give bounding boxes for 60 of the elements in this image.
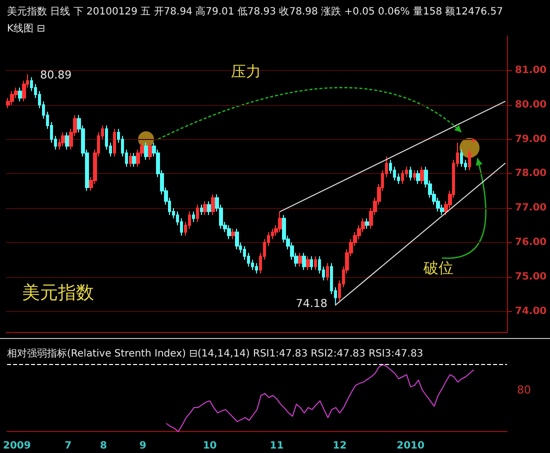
y-tick-label: 76.00 [515, 237, 547, 248]
candlestick [235, 228, 239, 250]
candlestick [306, 256, 310, 271]
annotation: 美元指数 [22, 282, 94, 304]
candlestick [314, 256, 317, 271]
x-tick-label: 9 [139, 440, 146, 452]
candlestick [416, 170, 420, 184]
candlestick [203, 200, 207, 216]
x-tick-label: 2010 [396, 440, 425, 452]
candlestick [298, 252, 302, 268]
candlestick [231, 228, 235, 240]
candlestick [460, 149, 463, 168]
y-tick-label: 77.00 [515, 202, 547, 214]
candlestick [468, 149, 471, 171]
x-tick-label: 7 [64, 440, 72, 452]
y-tick-label: 80.00 [515, 99, 547, 110]
annotation: 80.89 [40, 68, 72, 82]
candlestick [302, 252, 306, 271]
candlestick [148, 142, 152, 160]
annotation: 破位 [422, 258, 454, 277]
x-tick-label: 8 [100, 440, 108, 452]
candlestick [10, 90, 14, 106]
candlestick [326, 262, 329, 281]
y-tick-label: 78.00 [515, 168, 547, 180]
candlestick [207, 200, 211, 216]
candlestick [211, 194, 215, 216]
candlestick [413, 170, 416, 182]
chart-subtitle: K线图 ⊟ [7, 22, 46, 34]
candlestick [278, 211, 282, 233]
candlestick [409, 166, 412, 182]
candlestick [65, 132, 69, 150]
x-tick-label: 2009 [2, 440, 31, 452]
candlestick [132, 152, 136, 168]
annotation: 74.18 [296, 297, 328, 310]
chart-title: 美元指数 日线 下 20100129 五 开78.94 高79.01 低78.93 收78.98 涨跌 +0.05 0.06% 量158 额12476.57 [7, 6, 503, 18]
candlestick [401, 170, 404, 184]
candlestick [196, 204, 199, 222]
y-tick-label: 79.00 [515, 134, 547, 145]
candlestick [255, 262, 258, 274]
y-tick-label: 81.00 [515, 64, 547, 76]
x-tick-label: 10 [202, 440, 217, 452]
y-tick-label: 74.00 [515, 306, 547, 317]
candlestick [144, 142, 148, 160]
candlestick [113, 128, 116, 157]
text: 80 [517, 384, 531, 397]
candlestick [472, 138, 475, 142]
candlestick [18, 87, 22, 102]
candlestick [192, 211, 195, 222]
candlestick [420, 166, 424, 184]
candlestick [310, 256, 313, 271]
candlestick [365, 218, 369, 230]
candlestick [61, 132, 65, 147]
x-tick-label: 11 [270, 440, 284, 452]
candlestick [129, 152, 132, 168]
annotation: 压力 [231, 62, 261, 81]
y-tick-label: 75.00 [515, 271, 547, 282]
candlestick [200, 204, 203, 216]
candlestick [227, 224, 231, 240]
chart-title: 相对强弱指标(Relative Strenth Index) ⊟(14,14,14) RSI1:47.83 RSI2:47.83 RSI3:47.83 [7, 348, 424, 360]
x-tick-label: 12 [332, 440, 347, 452]
